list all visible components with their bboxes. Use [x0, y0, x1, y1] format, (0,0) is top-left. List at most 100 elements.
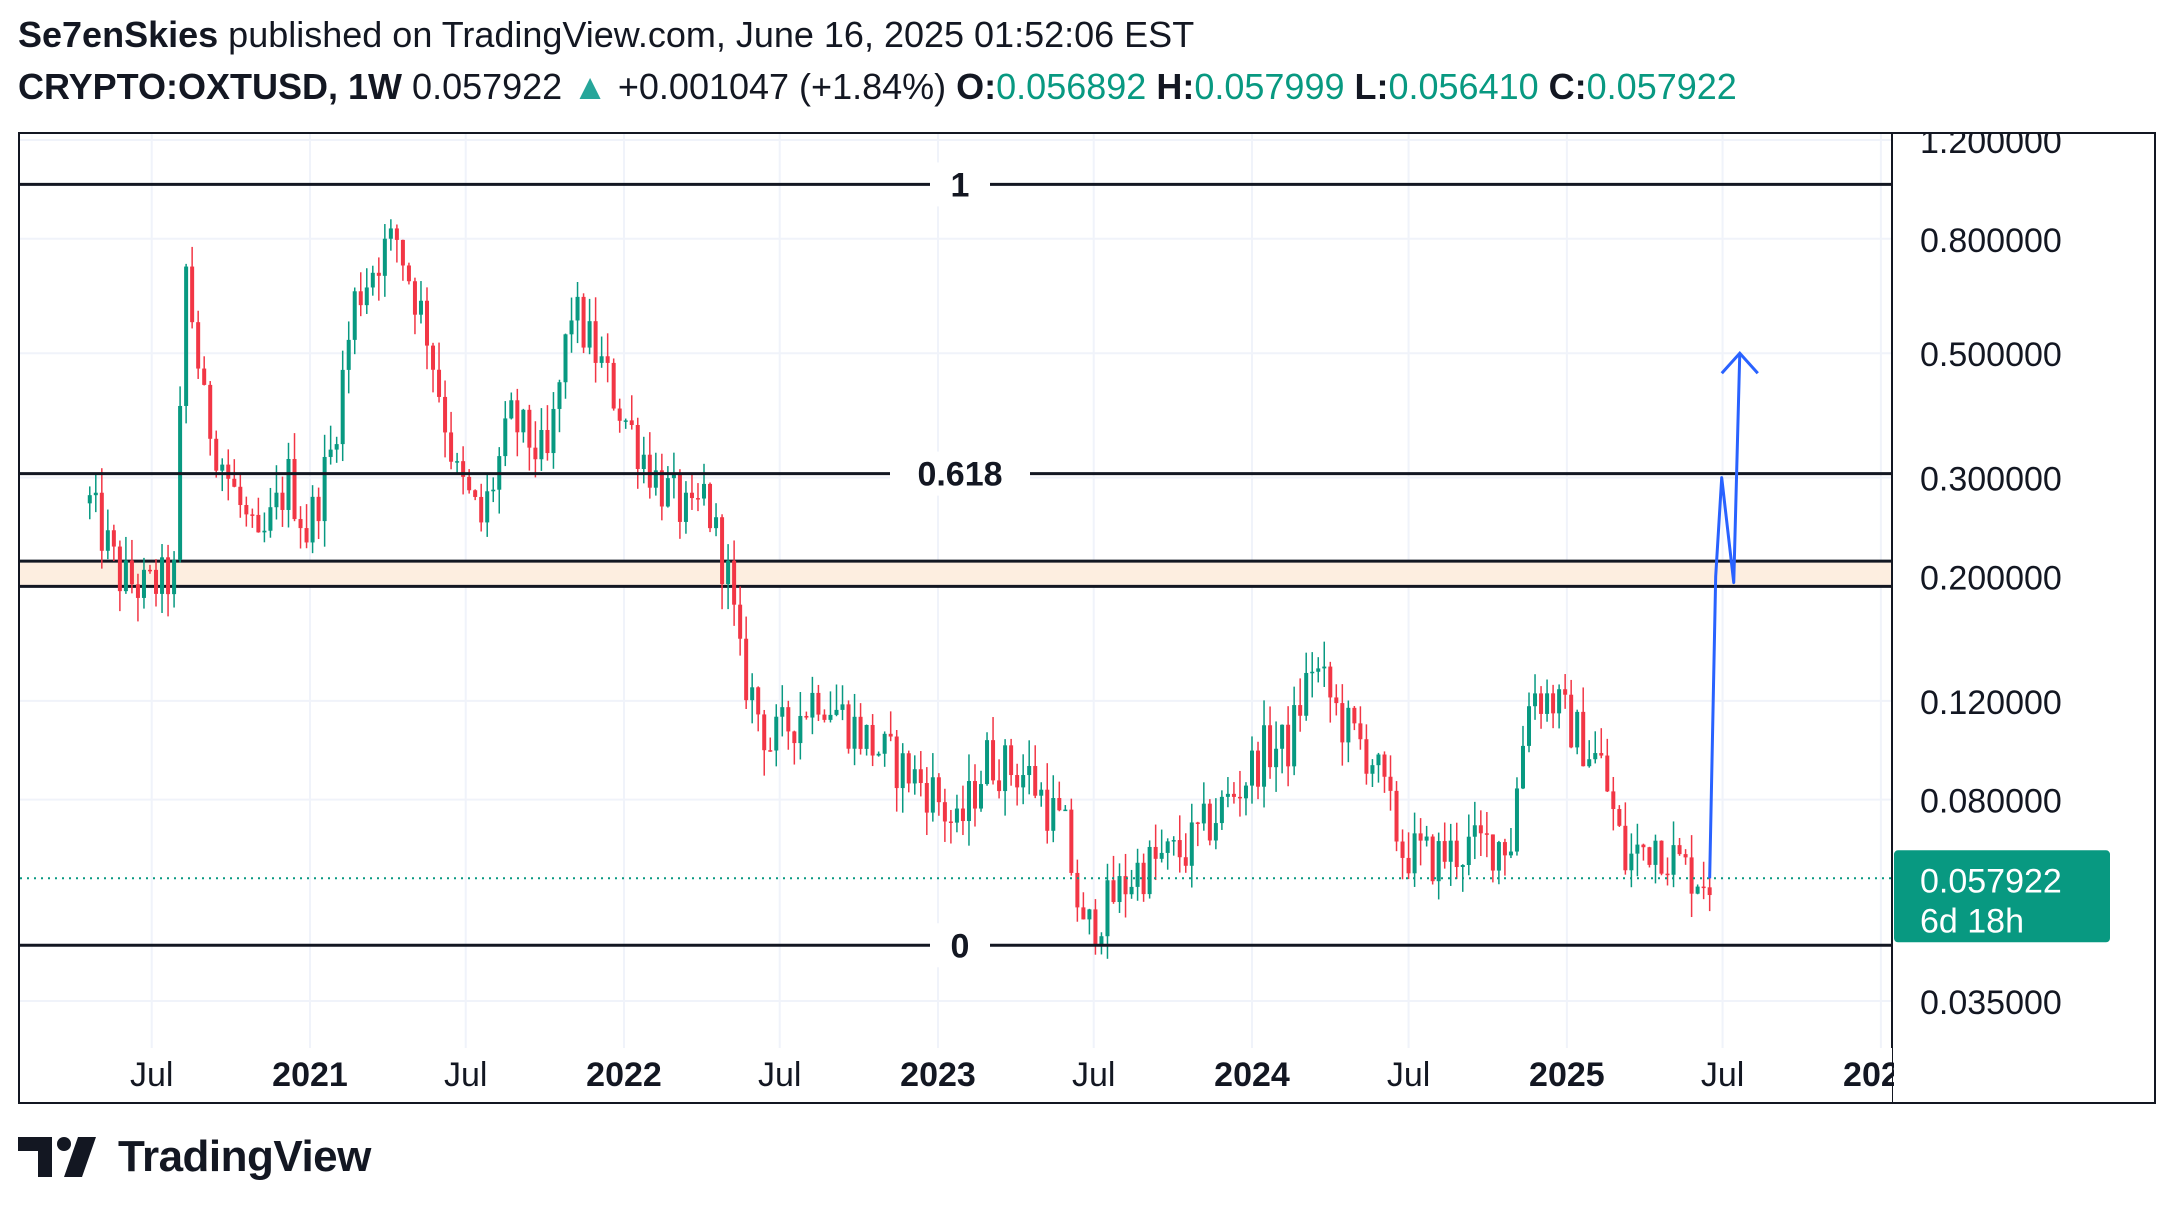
tradingview-logo[interactable]: TradingView — [18, 1132, 371, 1182]
candle-body — [533, 447, 538, 460]
candle-body — [966, 781, 971, 822]
candle-body — [1141, 862, 1146, 895]
candle-body — [1159, 852, 1164, 859]
candle-body — [214, 438, 219, 471]
candle-body — [702, 483, 707, 499]
candle-body — [382, 238, 387, 276]
close-label: C: — [1548, 66, 1587, 107]
candle-body — [641, 454, 646, 470]
candle-body — [575, 296, 580, 321]
low-label: L: — [1354, 66, 1389, 107]
candle-body — [184, 266, 189, 406]
candle-body — [623, 420, 628, 422]
candle-body — [244, 505, 249, 515]
candle-body — [298, 519, 303, 529]
y-tick-label: 0.120000 — [1920, 684, 2062, 722]
candle-body — [1292, 705, 1297, 767]
candle-body — [1629, 853, 1634, 871]
candle-body — [1689, 857, 1694, 894]
candle-body — [280, 492, 285, 510]
candle-body — [1695, 886, 1700, 894]
candle-body — [141, 569, 146, 598]
candle-body — [1599, 753, 1604, 756]
low-value: 0.056410 — [1388, 66, 1539, 107]
close-value: 0.057922 — [1586, 66, 1737, 107]
candle-body — [954, 808, 959, 823]
candle-body — [316, 496, 321, 522]
candle-body — [1472, 825, 1477, 837]
y-tick-label: 0.300000 — [1920, 461, 2062, 499]
candle-body — [1490, 834, 1495, 871]
candle-body — [226, 464, 231, 479]
candle-body — [1701, 886, 1706, 889]
candle-body — [1454, 840, 1459, 868]
candle-body — [166, 557, 171, 595]
candle-body — [232, 478, 237, 487]
candle-body — [1605, 755, 1610, 792]
logo-text: TradingView — [118, 1132, 371, 1181]
candle-body — [515, 400, 520, 433]
candle-body — [1027, 766, 1032, 776]
candle-body — [930, 777, 935, 813]
candle-body — [1298, 705, 1303, 716]
candle-body — [364, 287, 369, 306]
author-name[interactable]: Se7enSkies — [18, 14, 219, 55]
candle-body — [912, 769, 917, 784]
candle-body — [918, 769, 923, 784]
candle-body — [647, 454, 652, 488]
candle-body — [924, 783, 929, 813]
fib-label-bg — [930, 162, 990, 207]
ohlc-line: CRYPTO:OXTUSD, 1W 0.057922 ▲ +0.001047 (… — [18, 66, 1737, 108]
candle-body — [1430, 836, 1435, 882]
candle-body — [1412, 833, 1417, 874]
candle-body — [1310, 671, 1315, 674]
x-tick-label: Jul — [444, 1056, 487, 1094]
candle-body — [942, 802, 947, 822]
candle-body — [1569, 694, 1574, 748]
candle-body — [208, 384, 213, 439]
candle-body — [834, 709, 839, 715]
candle-body — [220, 464, 225, 471]
candle-body — [581, 296, 586, 348]
candle-body — [1346, 707, 1351, 743]
candle-body — [774, 716, 779, 751]
candle-body — [1514, 788, 1519, 852]
candle-body — [653, 470, 658, 488]
candle-body — [1015, 775, 1020, 788]
candle-body — [1213, 823, 1218, 841]
candle-body — [1256, 750, 1261, 787]
candle-body — [1207, 803, 1212, 841]
y-tick-label: 1.200000 — [1920, 134, 2062, 161]
candle-body — [900, 753, 905, 789]
candle-body — [1189, 822, 1194, 866]
candle-body — [172, 559, 177, 595]
candle-body — [1460, 864, 1465, 868]
chart-area[interactable]: 1 0.618 0 1.200000 0.800000 0.500000 0.300000 0… — [18, 132, 2156, 1104]
candle-body — [1611, 791, 1616, 810]
candle-body — [238, 486, 243, 506]
candle-body — [1165, 841, 1170, 853]
candle-body — [1484, 833, 1489, 835]
candle-body — [1551, 693, 1556, 714]
time-axis-bg — [20, 1048, 1892, 1102]
y-tick-label: 0.200000 — [1920, 559, 2062, 597]
candle-body — [154, 569, 159, 594]
candle-body — [1274, 748, 1279, 768]
x-tick-label: 2025 — [1529, 1056, 1605, 1094]
candle-body — [816, 692, 821, 715]
up-triangle-icon: ▲ — [572, 66, 608, 107]
current-price-tag — [1894, 850, 2110, 943]
candle-body — [1520, 745, 1525, 789]
candle-body — [178, 405, 183, 560]
candle-body — [1051, 798, 1056, 831]
candle-body — [1280, 724, 1285, 749]
candle-body — [569, 320, 574, 335]
price-chart[interactable]: 1 0.618 0 1.200000 0.800000 0.500000 0.300000 0… — [20, 134, 2154, 1102]
candle-body — [557, 382, 562, 409]
candle-body — [708, 483, 713, 529]
candle-body — [527, 409, 532, 448]
candle-body — [1575, 711, 1580, 748]
candle-body — [449, 432, 454, 462]
candle-body — [587, 321, 592, 348]
candle-body — [123, 560, 128, 592]
